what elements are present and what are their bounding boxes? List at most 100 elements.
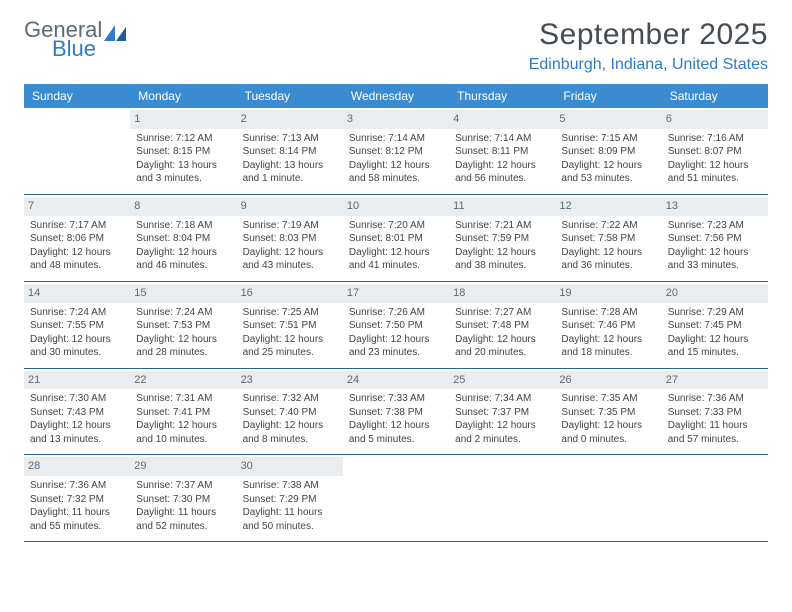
daylight-text: Daylight: 11 hours and 50 minutes.: [243, 506, 337, 533]
day-number: 2: [237, 110, 343, 129]
sunset-text: Sunset: 7:53 PM: [136, 319, 230, 333]
day-cell: 10Sunrise: 7:20 AMSunset: 8:01 PMDayligh…: [343, 195, 449, 281]
day-number: 23: [237, 371, 343, 390]
day-number: 28: [24, 457, 130, 476]
day-cell: 8Sunrise: 7:18 AMSunset: 8:04 PMDaylight…: [130, 195, 236, 281]
daylight-text: Daylight: 12 hours and 5 minutes.: [349, 419, 443, 446]
day-number: 6: [662, 110, 768, 129]
daylight-text: Daylight: 12 hours and 15 minutes.: [668, 333, 762, 360]
weekday-header: Sunday: [24, 84, 130, 108]
day-number: 25: [449, 371, 555, 390]
sunset-text: Sunset: 7:35 PM: [561, 406, 655, 420]
sunset-text: Sunset: 7:41 PM: [136, 406, 230, 420]
day-number: 13: [662, 197, 768, 216]
day-cell: 17Sunrise: 7:26 AMSunset: 7:50 PMDayligh…: [343, 282, 449, 368]
sunset-text: Sunset: 8:03 PM: [243, 232, 337, 246]
location-subtitle: Edinburgh, Indiana, United States: [529, 56, 768, 74]
daylight-text: Daylight: 12 hours and 53 minutes.: [561, 159, 655, 186]
day-cell: 7Sunrise: 7:17 AMSunset: 8:06 PMDaylight…: [24, 195, 130, 281]
day-number: 5: [555, 110, 661, 129]
sunrise-text: Sunrise: 7:23 AM: [668, 219, 762, 233]
sunrise-text: Sunrise: 7:14 AM: [349, 132, 443, 146]
day-cell: 30 Sunrise: 7:38 AMSunset: 7:29 PMDayligh…: [237, 455, 343, 541]
day-cell: 11Sunrise: 7:21 AMSunset: 7:59 PMDayligh…: [449, 195, 555, 281]
weekday-header: Thursday: [449, 84, 555, 108]
sunset-text: Sunset: 7:37 PM: [455, 406, 549, 420]
weekday-header: Tuesday: [237, 84, 343, 108]
day-number: 17: [343, 284, 449, 303]
sunrise-text: Sunrise: 7:36 AM: [30, 479, 124, 493]
sunset-text: Sunset: 8:07 PM: [668, 145, 762, 159]
sunrise-text: Sunrise: 7:33 AM: [349, 392, 443, 406]
daylight-text: Daylight: 12 hours and 25 minutes.: [243, 333, 337, 360]
sunrise-text: Sunrise: 7:17 AM: [30, 219, 124, 233]
sunset-text: Sunset: 7:46 PM: [561, 319, 655, 333]
week-row: 28Sunrise: 7:36 AMSunset: 7:32 PMDayligh…: [24, 455, 768, 542]
daylight-text: Daylight: 12 hours and 0 minutes.: [561, 419, 655, 446]
day-number: 29: [130, 457, 236, 476]
sunset-text: Sunset: 7:29 PM: [243, 493, 337, 507]
sunset-text: Sunset: 7:38 PM: [349, 406, 443, 420]
sunset-text: Sunset: 8:06 PM: [30, 232, 124, 246]
sunset-text: Sunset: 7:33 PM: [668, 406, 762, 420]
weeks-container: 1Sunrise: 7:12 AMSunset: 8:15 PMDaylight…: [24, 108, 768, 542]
day-cell: [24, 108, 130, 194]
sunset-text: Sunset: 8:12 PM: [349, 145, 443, 159]
daylight-text: Daylight: 12 hours and 18 minutes.: [561, 333, 655, 360]
daylight-text: Daylight: 12 hours and 38 minutes.: [455, 246, 549, 273]
day-cell: 20Sunrise: 7:29 AMSunset: 7:45 PMDayligh…: [662, 282, 768, 368]
day-number: 18: [449, 284, 555, 303]
week-row: 1Sunrise: 7:12 AMSunset: 8:15 PMDaylight…: [24, 108, 768, 195]
day-number: 30: [237, 457, 343, 476]
day-cell: 24Sunrise: 7:33 AMSunset: 7:38 PMDayligh…: [343, 369, 449, 455]
week-row: 21Sunrise: 7:30 AMSunset: 7:43 PMDayligh…: [24, 369, 768, 456]
day-cell: 21Sunrise: 7:30 AMSunset: 7:43 PMDayligh…: [24, 369, 130, 455]
sunrise-text: Sunrise: 7:13 AM: [243, 132, 337, 146]
daylight-text: Daylight: 13 hours and 1 minute.: [243, 159, 337, 186]
daylight-text: Daylight: 12 hours and 28 minutes.: [136, 333, 230, 360]
day-cell: 2 Sunrise: 7:13 AMSunset: 8:14 PMDaylight…: [237, 108, 343, 194]
sunrise-text: Sunrise: 7:31 AM: [136, 392, 230, 406]
day-number: 14: [24, 284, 130, 303]
sunrise-text: Sunrise: 7:24 AM: [30, 306, 124, 320]
brand-logo: General Blue: [24, 18, 126, 60]
daylight-text: Daylight: 12 hours and 58 minutes.: [349, 159, 443, 186]
sunset-text: Sunset: 8:04 PM: [136, 232, 230, 246]
day-number: 19: [555, 284, 661, 303]
day-cell: [449, 455, 555, 541]
day-cell: 14Sunrise: 7:24 AMSunset: 7:55 PMDayligh…: [24, 282, 130, 368]
sunset-text: Sunset: 8:15 PM: [136, 145, 230, 159]
day-cell: 26Sunrise: 7:35 AMSunset: 7:35 PMDayligh…: [555, 369, 661, 455]
day-cell: 9Sunrise: 7:19 AMSunset: 8:03 PMDaylight…: [237, 195, 343, 281]
day-cell: 1Sunrise: 7:12 AMSunset: 8:15 PMDaylight…: [130, 108, 236, 194]
week-row: 7 Sunrise: 7:17 AMSunset: 8:06 PM Daylight…: [24, 195, 768, 282]
day-number: 9: [237, 197, 343, 216]
sunset-text: Sunset: 7:40 PM: [243, 406, 337, 420]
sunset-text: Sunset: 7:58 PM: [561, 232, 655, 246]
sunset-text: Sunset: 8:14 PM: [243, 145, 337, 159]
day-cell: 22Sunrise: 7:31 AMSunset: 7:41 PMDayligh…: [130, 369, 236, 455]
weekday-header: Monday: [130, 84, 236, 108]
daylight-text: Daylight: 12 hours and 20 minutes.: [455, 333, 549, 360]
daylight-text: Daylight: 12 hours and 13 minutes.: [30, 419, 124, 446]
sunrise-text: Sunrise: 7:22 AM: [561, 219, 655, 233]
day-number: 22: [130, 371, 236, 390]
day-number: 27: [662, 371, 768, 390]
day-cell: 12Sunrise: 7:22 AMSunset: 7:58 PMDayligh…: [555, 195, 661, 281]
day-number: 21: [24, 371, 130, 390]
sunset-text: Sunset: 7:45 PM: [668, 319, 762, 333]
sunrise-text: Sunrise: 7:21 AM: [455, 219, 549, 233]
sunrise-text: Sunrise: 7:35 AM: [561, 392, 655, 406]
day-number: 16: [237, 284, 343, 303]
day-number: 1: [130, 110, 236, 129]
weekday-header: Wednesday: [343, 84, 449, 108]
sunrise-text: Sunrise: 7:38 AM: [243, 479, 337, 493]
day-number: 7: [24, 197, 130, 216]
day-number: 3: [343, 110, 449, 129]
daylight-text: Daylight: 13 hours and 3 minutes.: [136, 159, 230, 186]
day-number: 8: [130, 197, 236, 216]
daylight-text: Daylight: 12 hours and 41 minutes.: [349, 246, 443, 273]
daylight-text: Daylight: 12 hours and 51 minutes.: [668, 159, 762, 186]
daylight-text: Daylight: 12 hours and 56 minutes.: [455, 159, 549, 186]
sunset-text: Sunset: 7:48 PM: [455, 319, 549, 333]
